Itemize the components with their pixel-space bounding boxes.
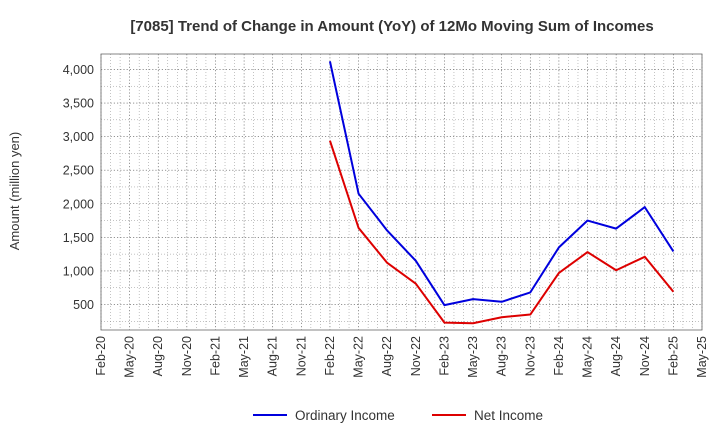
- x-tick-label: Aug-24: [609, 336, 623, 376]
- x-tick-label: Nov-23: [523, 336, 537, 376]
- x-tick-label: Feb-22: [323, 336, 337, 376]
- y-tick-label: 2,500: [63, 164, 94, 178]
- y-axis-label: Amount (million yen): [7, 132, 22, 251]
- plot-border: [100, 53, 703, 331]
- x-tick-label: Nov-21: [294, 336, 308, 376]
- legend: Ordinary Income Net Income: [253, 408, 543, 423]
- x-tick-label: Feb-20: [94, 336, 108, 376]
- x-tick-label: Aug-20: [151, 336, 165, 376]
- x-tick-label: Aug-22: [380, 336, 394, 376]
- y-tick-label: 4,000: [63, 63, 94, 77]
- legend-label-ordinary-income: Ordinary Income: [295, 408, 395, 423]
- y-tick-label: 2,000: [63, 197, 94, 211]
- x-tick-label: Feb-24: [552, 336, 566, 376]
- y-tick-label: 3,500: [63, 97, 94, 111]
- series-line-net-income: [328, 140, 675, 325]
- plot-background: [101, 54, 702, 330]
- x-tick-label: Nov-24: [638, 336, 652, 376]
- x-tick-label: May-25: [695, 336, 709, 378]
- x-tick-label: May-20: [123, 336, 137, 378]
- x-axis-ticks: Feb-20 May-20 Aug-20 Nov-20 Feb-21 May-21 Aug-…: [94, 336, 709, 378]
- y-axis-ticks: 500 1,000 1,500 2,000 2,500 3,000 3,500 4,000: [63, 63, 94, 312]
- y-tick-label: 500: [73, 298, 94, 312]
- x-tick-label: Feb-23: [437, 336, 451, 376]
- x-tick-label: Feb-21: [208, 336, 222, 376]
- x-tick-label: May-24: [581, 336, 595, 378]
- x-tick-label: Feb-25: [666, 336, 680, 376]
- series-lines: [328, 61, 675, 325]
- legend-label-net-income: Net Income: [474, 408, 543, 423]
- plot-area: [100, 53, 703, 331]
- x-tick-label: Aug-23: [495, 336, 509, 376]
- x-tick-label: Aug-21: [266, 336, 280, 376]
- x-tick-label: May-22: [352, 336, 366, 378]
- y-tick-label: 1,000: [63, 264, 94, 278]
- y-tick-label: 1,500: [63, 231, 94, 245]
- chart-title: [7085] Trend of Change in Amount (YoY) o…: [130, 18, 653, 35]
- y-tick-label: 3,000: [63, 130, 94, 144]
- x-tick-label: May-23: [466, 336, 480, 378]
- x-tick-label: Nov-20: [180, 336, 194, 376]
- x-tick-label: May-21: [237, 336, 251, 378]
- x-tick-label: Nov-22: [409, 336, 423, 376]
- series-line-ordinary-income: [328, 61, 675, 307]
